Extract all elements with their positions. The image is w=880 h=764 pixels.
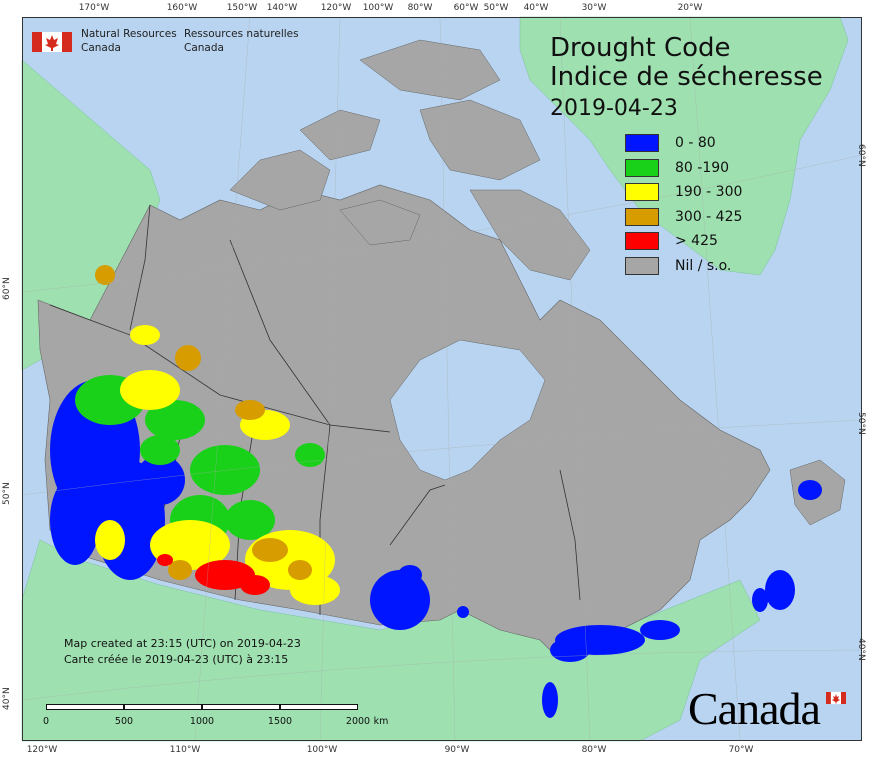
drought-patch bbox=[225, 500, 275, 540]
title-fr: Indice de sécheresse bbox=[550, 62, 823, 92]
tick-left: 50°N bbox=[2, 482, 12, 505]
drought-patch bbox=[120, 370, 180, 410]
agency-name-en-line2: Canada bbox=[81, 42, 121, 54]
drought-patch bbox=[190, 445, 260, 495]
tick-top: 100°W bbox=[362, 3, 394, 13]
tick-top: 60°W bbox=[453, 3, 479, 13]
legend-swatch bbox=[625, 207, 659, 226]
drought-patch bbox=[240, 575, 270, 595]
drought-patch bbox=[752, 588, 768, 612]
tick-bottom: 110°W bbox=[169, 745, 201, 755]
scale-label: 1500 bbox=[267, 716, 293, 727]
drought-patch bbox=[175, 345, 201, 371]
scale-label: 0 bbox=[42, 716, 50, 727]
tick-bottom: 80°W bbox=[581, 745, 607, 755]
drought-patch bbox=[370, 570, 430, 630]
drought-patch bbox=[95, 265, 115, 285]
drought-patch bbox=[95, 520, 125, 560]
greenland-land bbox=[519, 16, 849, 276]
tick-right: 50°N bbox=[856, 412, 866, 435]
drought-patch bbox=[235, 400, 265, 420]
drought-patch bbox=[130, 325, 160, 345]
creation-note-fr: Carte créée le 2019-04-23 (UTC) à 23:15 bbox=[64, 653, 289, 666]
legend-swatch bbox=[625, 158, 659, 177]
legend-swatch bbox=[625, 134, 659, 152]
graticule bbox=[21, 16, 863, 742]
agency-name-fr: Ressources naturelles Canada bbox=[184, 27, 299, 55]
legend-label: 0 - 80 bbox=[675, 135, 716, 151]
tick-top: 140°W bbox=[266, 3, 298, 13]
drought-patch bbox=[542, 682, 558, 718]
tick-top: 30°W bbox=[581, 3, 607, 13]
scale-label: 1000 bbox=[189, 716, 215, 727]
drought-patch bbox=[252, 538, 288, 562]
drought-patch bbox=[157, 554, 173, 566]
legend-label: Nil / s.o. bbox=[675, 257, 732, 274]
tick-top: 120°W bbox=[320, 3, 352, 13]
creation-note: Map created at 23:15 (UTC) on 2019-04-23… bbox=[64, 636, 301, 668]
drought-patches bbox=[50, 265, 822, 718]
drought-patch bbox=[50, 475, 100, 565]
wordmark-text: Canad bbox=[688, 683, 802, 734]
drought-patch bbox=[135, 455, 185, 505]
creation-note-en: Map created at 23:15 (UTC) on 2019-04-23 bbox=[64, 637, 301, 650]
drought-patch bbox=[295, 443, 325, 467]
agency-name-en-line1: Natural Resources bbox=[81, 28, 177, 40]
tick-left: 60°N bbox=[2, 277, 12, 300]
wordmark-flag-icon bbox=[826, 691, 846, 705]
tick-top: 40°W bbox=[523, 3, 549, 13]
legend-label: 190 - 300 bbox=[675, 184, 743, 200]
drought-patch bbox=[145, 400, 205, 440]
legend-label: 300 - 425 bbox=[675, 208, 743, 225]
tick-top: 170°W bbox=[78, 3, 110, 13]
legend-label: > 425 bbox=[675, 233, 718, 249]
drought-patch bbox=[798, 480, 822, 500]
scale-baseline bbox=[46, 707, 358, 710]
tick-top: 50°W bbox=[483, 3, 509, 13]
drought-patch bbox=[640, 620, 680, 640]
hudson-bay bbox=[389, 339, 546, 481]
legend-swatch bbox=[625, 183, 659, 201]
arctic-islands bbox=[229, 39, 591, 281]
agency-name-fr-line2: Canada bbox=[184, 42, 224, 54]
map-date: 2019-04-23 bbox=[550, 96, 678, 121]
tick-top: 20°W bbox=[677, 3, 703, 13]
tick-bottom: 90°W bbox=[444, 745, 470, 755]
drought-patch bbox=[550, 638, 590, 662]
drought-patch bbox=[168, 560, 192, 580]
tick-bottom: 70°W bbox=[728, 745, 754, 755]
tick-left: 40°N bbox=[2, 687, 12, 710]
tick-right: 40°N bbox=[856, 638, 866, 661]
tick-right: 60°N bbox=[856, 144, 866, 167]
scale-label: 500 bbox=[114, 716, 134, 727]
legend-swatch bbox=[625, 232, 659, 250]
tick-bottom: 100°W bbox=[306, 745, 338, 755]
scale-label: 2000 bbox=[345, 716, 371, 727]
drought-patch bbox=[457, 606, 469, 618]
agency-name-fr-line1: Ressources naturelles bbox=[184, 28, 299, 40]
agency-name-en: Natural Resources Canada bbox=[81, 27, 177, 55]
tick-top: 150°W bbox=[226, 3, 258, 13]
usa-land bbox=[21, 539, 761, 742]
title-en: Drought Code bbox=[550, 33, 731, 63]
canada-wordmark: Canada bbox=[688, 682, 821, 735]
tick-top: 160°W bbox=[166, 3, 198, 13]
legend-swatch bbox=[625, 256, 659, 275]
tick-top: 80°W bbox=[407, 3, 433, 13]
drought-patch bbox=[398, 565, 422, 585]
wordmark-text-end: a bbox=[800, 683, 821, 734]
drought-patch bbox=[288, 560, 312, 580]
drought-patch bbox=[195, 560, 255, 590]
drought-patch bbox=[290, 575, 340, 605]
drought-patch bbox=[140, 435, 180, 465]
canada-flag-icon bbox=[32, 32, 72, 52]
map-title: Drought Code Indice de sécheresse 2019-0… bbox=[550, 34, 823, 123]
scale-unit: km bbox=[373, 716, 389, 727]
drought-patch bbox=[765, 570, 795, 610]
tick-bottom: 120°W bbox=[26, 745, 58, 755]
scale-bar: 0 500 1000 1500 2000 km bbox=[42, 704, 444, 734]
legend-label: 80 -190 bbox=[675, 159, 730, 176]
